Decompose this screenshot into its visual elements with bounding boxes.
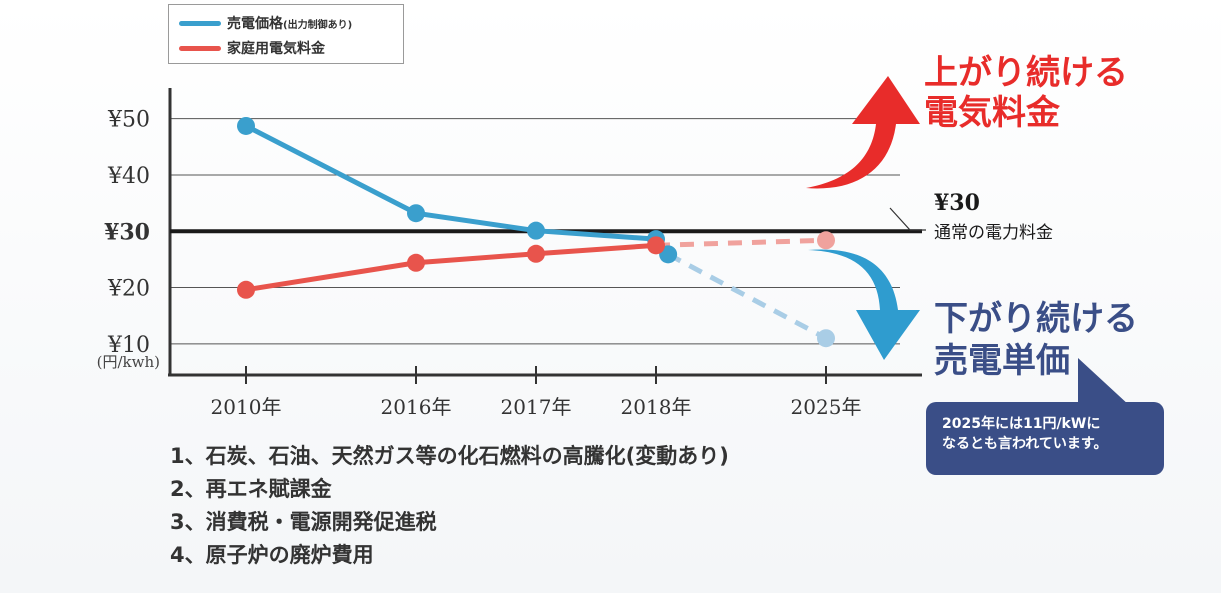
legend-label-sell-price: 売電価格(出力制御あり) [227, 16, 353, 32]
legend-swatch-blue [179, 20, 221, 26]
y-tick-label: ¥20 [107, 277, 150, 302]
series-line-sell-price [244, 123, 671, 256]
data-point-sell-price [237, 116, 255, 135]
data-point-sell-price [407, 204, 425, 223]
reference-sublabel: 通常の電力料金 [934, 223, 1053, 243]
y-tick-label: ¥10 [107, 333, 150, 358]
x-tick-label: 2016年 [381, 395, 452, 419]
speech-bubble: 2025年には11円/kWに なるとも言われています。 [926, 402, 1164, 475]
data-point-home-price [237, 280, 255, 299]
bubble-line: なるとも言われています。 [942, 436, 1108, 452]
arrow-up-icon [806, 76, 920, 189]
data-point-sell-price [527, 221, 545, 240]
y-tick-label: ¥40 [107, 164, 150, 189]
x-tick-label: 2018年 [621, 395, 692, 419]
projected-point-sell-price [817, 329, 835, 348]
chart-legend: 売電価格(出力制御あり) 家庭用電気料金 [168, 4, 404, 64]
y-axis-unit: (円/kwh) [97, 353, 160, 371]
rising-annotation: 電気料金 [924, 93, 1061, 133]
series-line-home-price [245, 242, 657, 293]
series-projection-sell-price [666, 252, 828, 341]
x-tick-label: 2010年 [211, 395, 282, 419]
bubble-line: 2025年には11円/kWに [942, 416, 1101, 432]
legend-note: (出力制御あり) [283, 20, 353, 31]
footnote-item: 4、原子炉の廃炉費用 [170, 543, 374, 567]
rising-annotation: 上がり続ける [924, 53, 1128, 93]
data-point-home-price [647, 236, 665, 255]
legend-item-home-price: 家庭用電気料金 [179, 37, 325, 59]
footnote-item: 2、再エネ賦課金 [170, 477, 332, 501]
footnote-item: 1、石炭、石油、天然ガス等の化石燃料の高騰化(変動あり) [170, 444, 729, 468]
legend-swatch-red [179, 45, 221, 51]
y-tick-label: ¥30 [104, 219, 150, 245]
data-point-home-price [407, 253, 425, 272]
x-tick-label: 2017年 [501, 395, 572, 419]
y-tick-label: ¥50 [107, 108, 150, 133]
reference-value-label: ¥30 [934, 190, 980, 216]
projected-point-home-price [817, 231, 835, 250]
speech-bubble-tail [1078, 358, 1130, 406]
arrow-down-icon [808, 249, 920, 360]
falling-annotation: 下がり続ける [934, 299, 1138, 339]
footnote-item: 3、消費税・電源開発促進税 [170, 510, 437, 534]
reference-leader [889, 207, 926, 231]
legend-label-home-price: 家庭用電気料金 [227, 41, 325, 57]
data-point-home-price [527, 244, 545, 263]
falling-annotation: 売電単価 [934, 341, 1070, 381]
series-projection-home-price [655, 237, 827, 248]
legend-item-sell-price: 売電価格(出力制御あり) [179, 12, 352, 34]
x-tick-label: 2025年 [791, 395, 862, 419]
footnote-list: 1、石炭、石油、天然ガス等の化石燃料の高騰化(変動あり) 2、再エネ賦課金 3、… [170, 440, 729, 572]
